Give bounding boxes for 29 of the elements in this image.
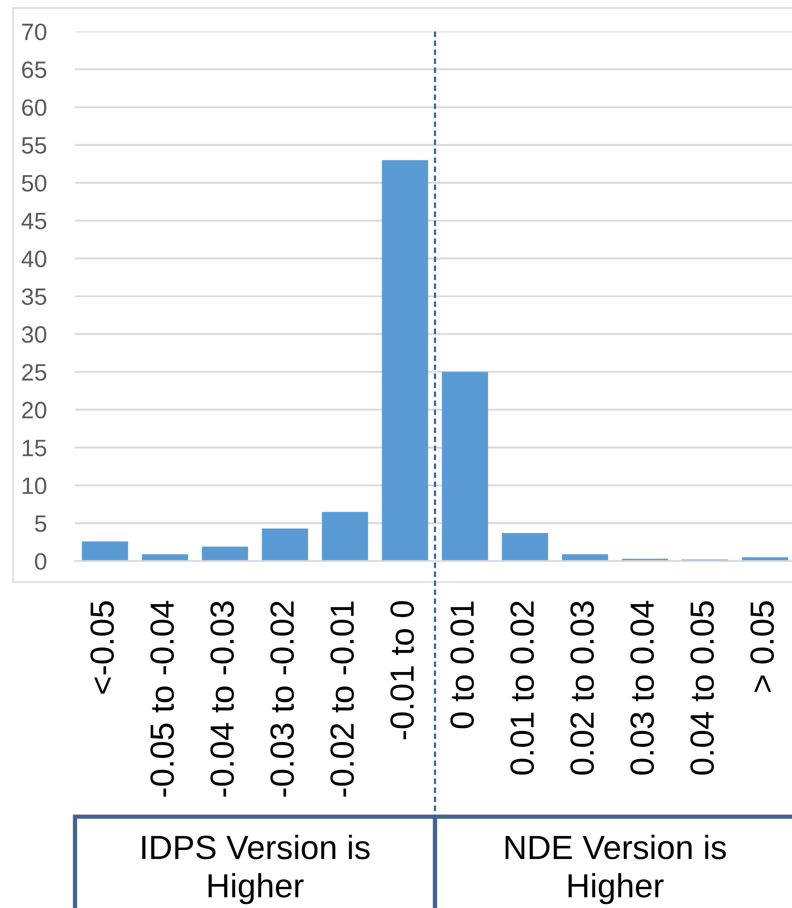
y-tick-label: 15 <box>22 440 46 456</box>
x-tick-label: -0.04 to -0.03 <box>210 601 234 797</box>
y-tick-label: 25 <box>22 364 46 381</box>
x-tick-label: > 0.05 <box>750 601 774 692</box>
x-tick-label: -0.01 to 0 <box>390 601 414 740</box>
x-tick-label: 0.04 to 0.05 <box>690 601 714 775</box>
x-tick-label: 0.03 to 0.04 <box>630 600 654 775</box>
y-tick-label: 70 <box>22 24 46 40</box>
y-tick-label: 65 <box>22 61 46 78</box>
y-tick-label: 50 <box>22 174 46 192</box>
y-tick-label: 5 <box>35 515 46 532</box>
y-tick-label: 20 <box>22 402 46 418</box>
y-tick-label: 10 <box>22 477 46 494</box>
y-tick-label: 45 <box>22 212 46 230</box>
x-tick-label: -0.03 to -0.02 <box>270 602 294 797</box>
x-tick-label: 0.01 to 0.02 <box>510 602 534 775</box>
x-tick-label: 0 to 0.01 <box>450 602 474 728</box>
x-tick-label: <-0.05 <box>90 601 114 694</box>
y-tick-label: 0 <box>35 553 46 570</box>
y-tick-label: 30 <box>22 326 46 343</box>
y-tick-label: 40 <box>22 250 46 268</box>
text: IDPS Version is Higher <box>142 834 370 904</box>
y-tick-label: 60 <box>22 99 46 116</box>
text: NDE Version is Higher <box>506 834 726 904</box>
y-tick-label: 35 <box>22 288 46 306</box>
x-tick-label: -0.02 to -0.01 <box>330 601 354 797</box>
x-tick-label: -0.05 to -0.04 <box>150 600 174 797</box>
y-tick-label: 55 <box>22 137 46 154</box>
x-tick-label: 0.02 to 0.03 <box>570 601 594 775</box>
